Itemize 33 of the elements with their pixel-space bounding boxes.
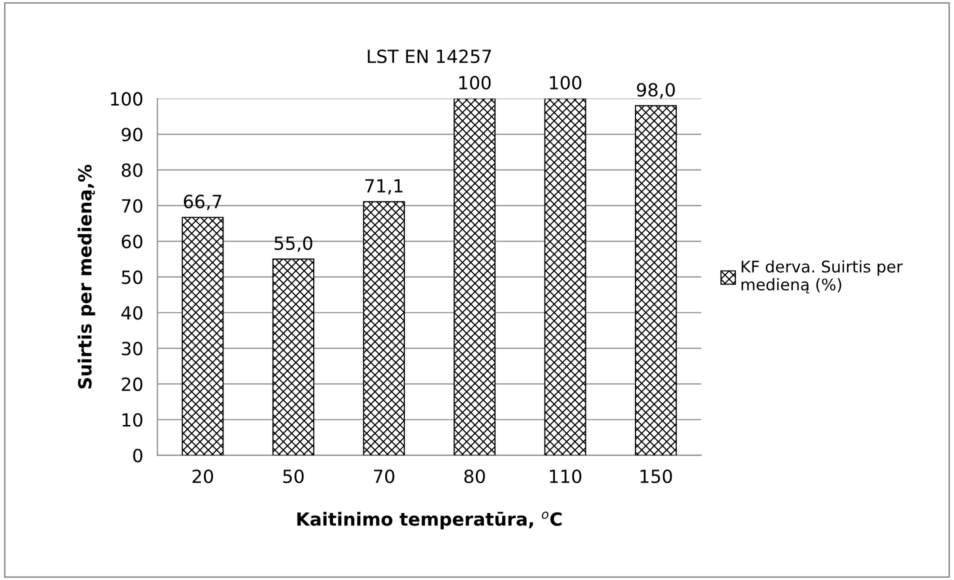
bar [454, 98, 496, 456]
data-label: 71,1 [365, 179, 402, 194]
x-tick-label: 20 [192, 470, 214, 484]
bar [544, 98, 586, 456]
bar [634, 105, 677, 456]
x-axis-title: Kaitinimo temperatūra, $^{o}$C [297, 512, 562, 530]
y-tick-label: 30 [122, 342, 142, 356]
data-label: 66,7 [184, 194, 222, 210]
x-tick-label: 80 [464, 470, 485, 484]
y-tick-label: 70 [122, 199, 142, 213]
y-tick-label: 60 [122, 234, 142, 248]
data-label: 98,0 [636, 83, 675, 99]
x-tick-label: 70 [374, 470, 394, 484]
y-tick-label: 0 [133, 448, 142, 462]
chart-title: LST EN 14257 [368, 50, 491, 64]
y-tick-label: 50 [122, 270, 142, 284]
bar [182, 216, 224, 456]
bar [363, 201, 405, 456]
y-tick-label: 40 [121, 306, 142, 320]
x-tick-label: 50 [283, 470, 304, 484]
bar [272, 258, 314, 456]
data-label: 100 [459, 76, 491, 90]
y-tick-label: 90 [122, 128, 142, 142]
x-tick-label: 110 [550, 470, 582, 484]
data-label: 55,0 [274, 236, 312, 252]
y-tick-label: 80 [122, 163, 142, 178]
y-tick-label: 20 [122, 377, 142, 392]
legend-label: KF derva. Suirtis per medieną (%) [742, 260, 903, 294]
data-label: 100 [550, 76, 582, 90]
y-axis-title: Suirtis per medieną,% [78, 164, 96, 388]
x-tick-label: 150 [640, 470, 672, 484]
y-tick-label: 10 [122, 413, 142, 427]
y-tick-label: 100 [111, 92, 142, 106]
